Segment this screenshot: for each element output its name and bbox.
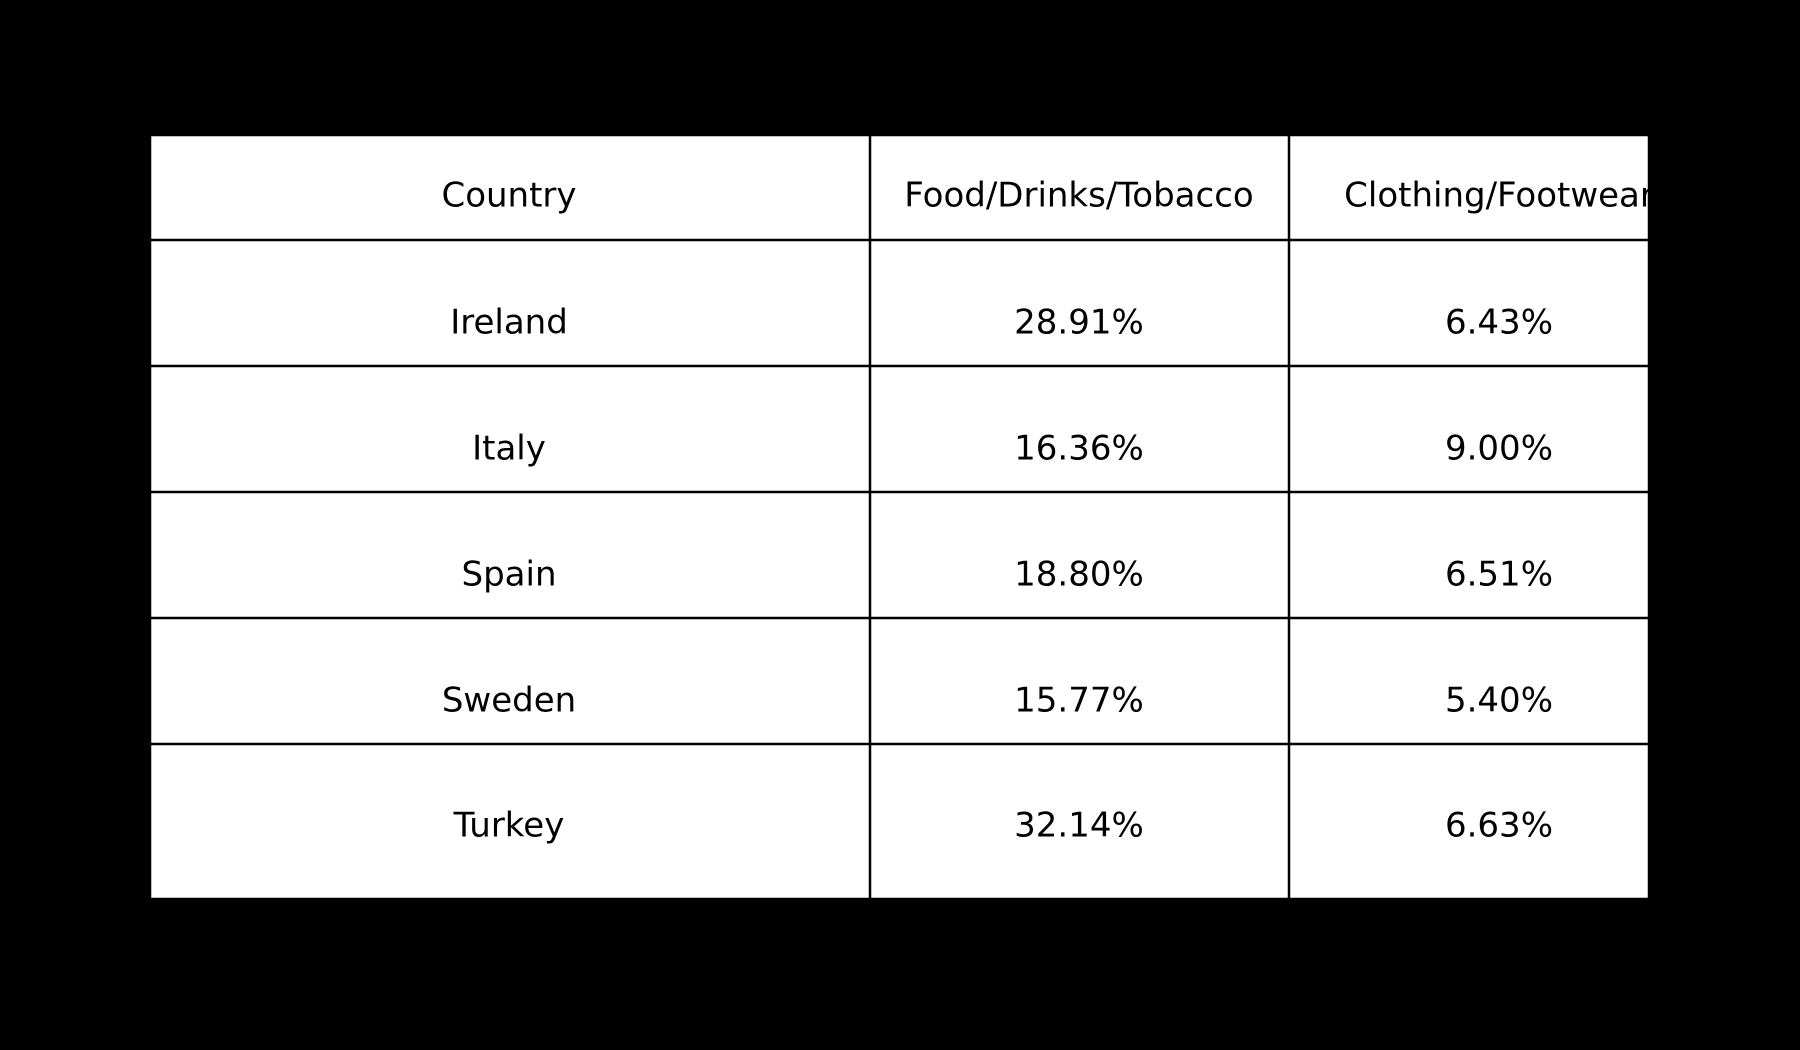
row-label: Spain bbox=[462, 555, 557, 595]
row-label: Italy bbox=[472, 429, 546, 469]
table: Country Food/Drinks/Tobacco Clothing/Footw… bbox=[150, 135, 1654, 899]
header-cell: Country bbox=[441, 176, 576, 216]
cell-value: 9.00% bbox=[1445, 429, 1553, 469]
cell-value: 28.91% bbox=[1014, 303, 1144, 343]
header-cell: Food/Drinks/Tobacco bbox=[904, 176, 1253, 216]
cell-value: 32.14% bbox=[1014, 806, 1144, 846]
cell-value: 6.43% bbox=[1445, 303, 1553, 343]
cell-value: 6.51% bbox=[1445, 555, 1553, 595]
cell-value: 18.80% bbox=[1014, 555, 1144, 595]
cell-value: 16.36% bbox=[1014, 429, 1144, 469]
row-label: Turkey bbox=[453, 806, 565, 846]
cell-value: 6.63% bbox=[1445, 806, 1553, 846]
row-label: Ireland bbox=[450, 303, 568, 343]
table-background bbox=[150, 135, 1649, 899]
cell-value: 5.40% bbox=[1445, 681, 1553, 721]
row-label: Sweden bbox=[442, 681, 576, 721]
cell-value: 15.77% bbox=[1014, 681, 1144, 721]
header-cell: Clothing/Footwear bbox=[1344, 176, 1654, 216]
